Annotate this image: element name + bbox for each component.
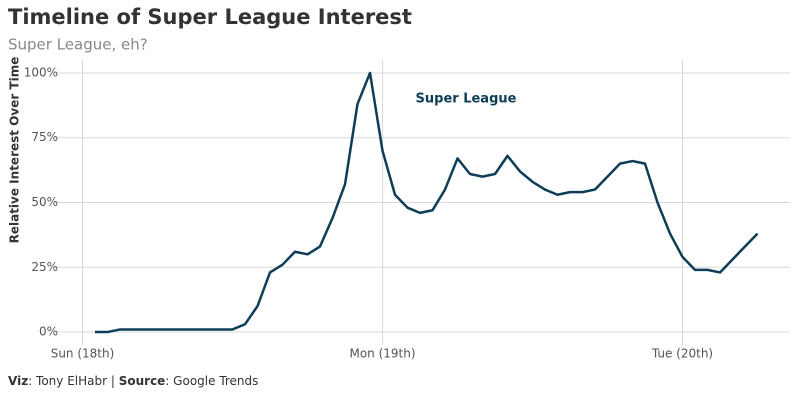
y-tick-label: 0% <box>39 325 58 339</box>
x-tick-label: Tue (20th) <box>651 347 713 361</box>
series-line <box>95 71 759 334</box>
y-tick-label: 75% <box>31 130 58 144</box>
caption-part: : Tony ElHabr | <box>28 374 119 388</box>
y-tick-label: 100% <box>24 65 58 79</box>
y-axis-label: Relative Interest Over Time <box>8 57 22 244</box>
caption-part: Source <box>119 374 166 388</box>
chart-subtitle: Super League, eh? <box>8 36 148 54</box>
caption-part: : Google Trends <box>165 374 258 388</box>
chart-title: Timeline of Super League Interest <box>8 5 412 29</box>
caption-part: Viz <box>8 374 28 388</box>
x-tick-label: Sun (18th) <box>51 347 115 361</box>
y-tick-label: 25% <box>31 260 58 274</box>
x-tick-label: Mon (19th) <box>349 347 415 361</box>
y-tick-label: 50% <box>31 195 58 209</box>
caption: Viz: Tony ElHabr | Source: Google Trends <box>8 374 258 388</box>
annotation: Super League <box>416 92 517 107</box>
